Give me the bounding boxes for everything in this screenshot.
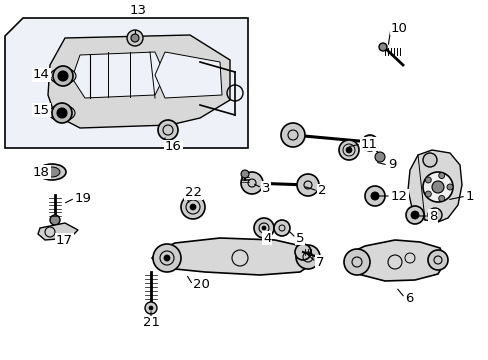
Text: 12: 12 <box>390 189 407 202</box>
Ellipse shape <box>44 167 60 177</box>
Ellipse shape <box>343 249 369 275</box>
Text: 13: 13 <box>129 4 146 17</box>
Text: 9: 9 <box>387 158 396 171</box>
Ellipse shape <box>425 191 430 197</box>
Polygon shape <box>48 35 229 128</box>
Ellipse shape <box>241 172 263 194</box>
Text: 16: 16 <box>164 140 182 153</box>
Text: 4: 4 <box>263 231 271 244</box>
Ellipse shape <box>294 244 310 260</box>
Ellipse shape <box>127 30 142 46</box>
Ellipse shape <box>50 215 60 225</box>
Text: 18: 18 <box>33 166 50 179</box>
Ellipse shape <box>422 153 436 167</box>
Ellipse shape <box>405 206 423 224</box>
Ellipse shape <box>57 108 67 118</box>
Ellipse shape <box>190 204 196 210</box>
Ellipse shape <box>181 195 204 219</box>
Ellipse shape <box>295 245 319 269</box>
Polygon shape <box>345 240 444 281</box>
Ellipse shape <box>422 172 452 202</box>
Ellipse shape <box>131 34 139 42</box>
Text: 1: 1 <box>465 189 473 202</box>
Ellipse shape <box>145 302 157 314</box>
Polygon shape <box>38 223 78 240</box>
Ellipse shape <box>49 105 75 121</box>
Polygon shape <box>72 52 164 98</box>
Ellipse shape <box>149 306 153 310</box>
Ellipse shape <box>273 220 289 236</box>
Text: 7: 7 <box>315 256 324 269</box>
Ellipse shape <box>38 164 66 180</box>
Ellipse shape <box>262 226 265 230</box>
Ellipse shape <box>410 211 418 219</box>
Ellipse shape <box>361 135 377 151</box>
Ellipse shape <box>253 218 273 238</box>
Ellipse shape <box>364 186 384 206</box>
Ellipse shape <box>374 152 384 162</box>
Ellipse shape <box>281 123 305 147</box>
Ellipse shape <box>50 68 76 84</box>
Ellipse shape <box>58 71 68 81</box>
Ellipse shape <box>241 170 248 178</box>
Text: 10: 10 <box>390 22 407 35</box>
Ellipse shape <box>427 208 441 222</box>
Text: 22: 22 <box>184 186 202 199</box>
Text: 20: 20 <box>193 279 209 292</box>
Text: 15: 15 <box>33 104 50 117</box>
Text: 2: 2 <box>317 184 326 198</box>
Text: 14: 14 <box>33 68 50 81</box>
Polygon shape <box>407 150 461 222</box>
Ellipse shape <box>296 174 318 196</box>
Ellipse shape <box>425 177 430 183</box>
Ellipse shape <box>53 66 73 86</box>
Ellipse shape <box>431 181 443 193</box>
Polygon shape <box>5 18 247 148</box>
Ellipse shape <box>52 103 72 123</box>
Ellipse shape <box>158 120 178 140</box>
Ellipse shape <box>446 184 452 190</box>
Ellipse shape <box>163 255 170 261</box>
Polygon shape <box>155 52 222 98</box>
Text: 21: 21 <box>142 316 159 329</box>
Text: 11: 11 <box>360 138 377 150</box>
Polygon shape <box>152 238 314 275</box>
Text: 19: 19 <box>75 192 92 204</box>
Text: 8: 8 <box>428 210 436 222</box>
Ellipse shape <box>438 195 444 201</box>
Ellipse shape <box>427 250 447 270</box>
Text: 17: 17 <box>56 234 73 247</box>
Text: 3: 3 <box>262 181 270 194</box>
Ellipse shape <box>370 192 378 200</box>
Text: 6: 6 <box>404 292 412 305</box>
Ellipse shape <box>338 140 358 160</box>
Ellipse shape <box>378 43 386 51</box>
Text: 5: 5 <box>295 231 304 244</box>
Ellipse shape <box>346 147 351 153</box>
Ellipse shape <box>438 172 444 179</box>
Ellipse shape <box>153 244 181 272</box>
